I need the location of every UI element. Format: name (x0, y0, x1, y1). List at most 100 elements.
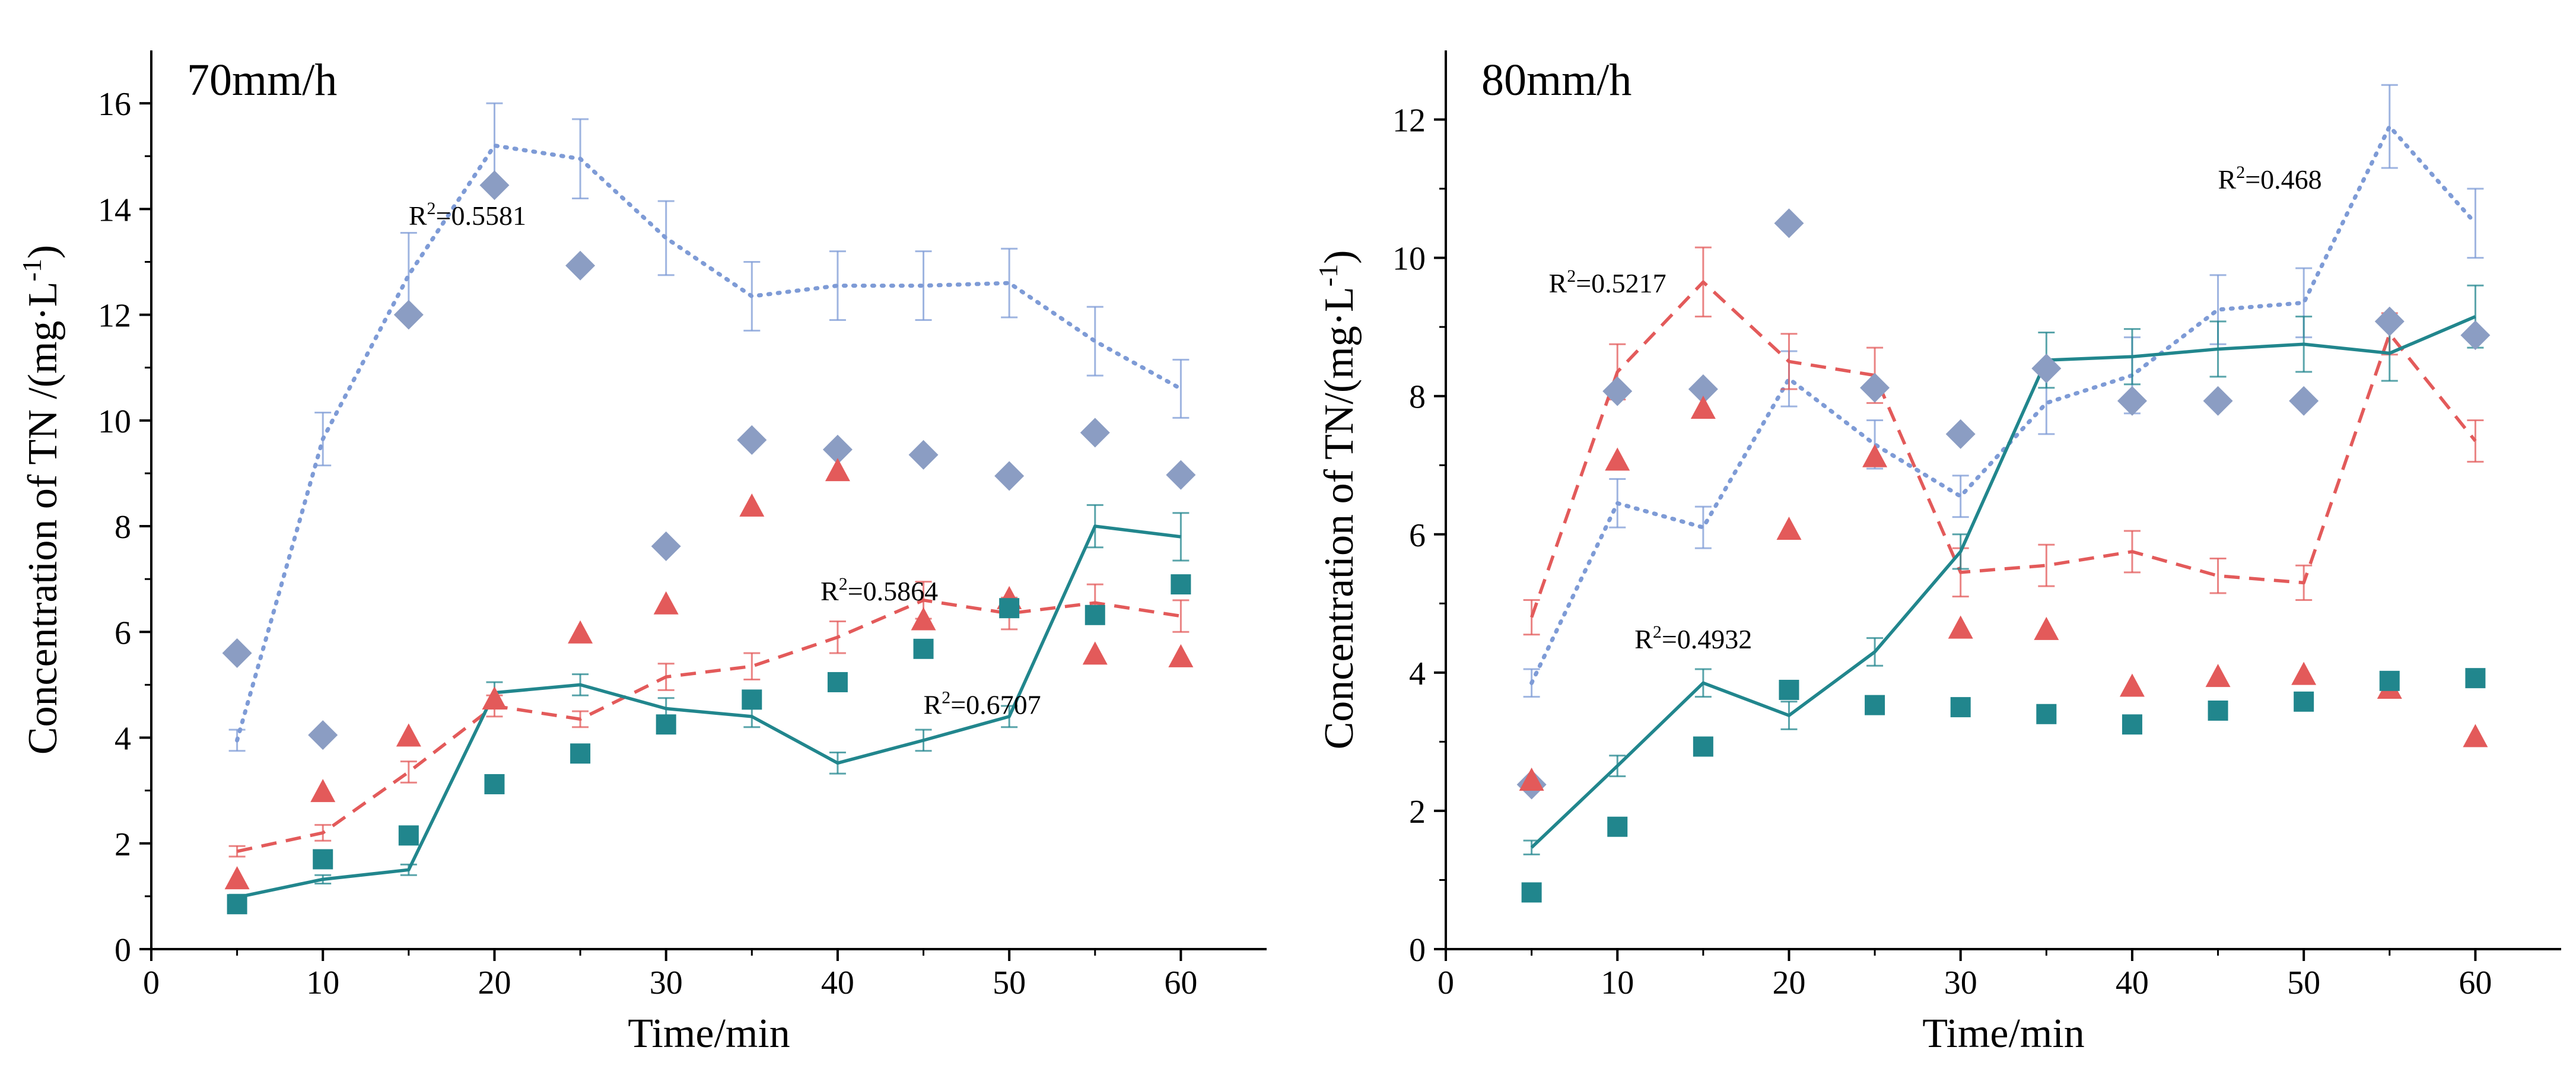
y-tick-label: 12 (98, 298, 131, 335)
y-axis-label-end: ) (20, 245, 66, 259)
r-squared-r: R (820, 576, 839, 606)
r-squared-label: R2=0.5581 (409, 199, 526, 231)
square-point (1607, 816, 1628, 837)
r-squared-sup: 2 (839, 574, 848, 594)
square-point (913, 638, 934, 659)
y-tick-label: 0 (1409, 932, 1426, 969)
r-squared-r: R (2218, 164, 2237, 195)
triangle-point (2205, 664, 2231, 688)
y-axis-label-end: ) (1316, 250, 1362, 264)
y-tick-label: 8 (1409, 379, 1426, 416)
square-point (827, 672, 848, 692)
series-diamond (222, 170, 1196, 750)
fit-dotted (228, 102, 1190, 752)
diamond-point (1688, 374, 1718, 405)
square-point (656, 714, 676, 735)
fit-line (1530, 280, 2477, 618)
fit-line (235, 143, 1183, 743)
y-tick-label: 10 (1392, 241, 1426, 278)
y-tick-label: 0 (115, 932, 131, 969)
diamond-point (308, 720, 338, 750)
triangle-point (2119, 673, 2145, 697)
series-triangle (224, 458, 1194, 890)
x-tick-label: 30 (1944, 965, 1977, 1001)
fit-dashed (228, 581, 1190, 858)
y-tick-label: 2 (1409, 794, 1426, 830)
diamond-point (2203, 386, 2233, 416)
x-axis-label: Time/min (1922, 1011, 2085, 1056)
fit-line (237, 524, 1181, 899)
x-tick-label: 50 (993, 965, 1026, 1001)
x-tick-label: 30 (650, 965, 683, 1001)
r-squared-r: R (924, 689, 942, 720)
triangle-point (1862, 444, 1888, 467)
diamond-point (1166, 460, 1196, 490)
panel-80mm-h: 0 10 20 30 40 50 60 0 2 4 6 8 10 12 80mm/h Time/min Conc… (1313, 50, 2561, 1056)
triangle-point (2463, 724, 2488, 747)
y-axis-label-sup: -1 (1313, 264, 1343, 287)
y-axis-label: Concentration of TN /(mg·L-1) (17, 245, 66, 755)
triangle-point (739, 493, 765, 517)
triangle-point (1168, 644, 1194, 667)
r-squared-value: =0.468 (2245, 164, 2321, 195)
x-tick-label: 10 (1601, 965, 1634, 1001)
fit-line (1529, 124, 2478, 685)
fit-line (1530, 315, 2476, 849)
square-point (1085, 604, 1105, 625)
r-squared-label: R2=0.5864 (820, 574, 938, 606)
series-square (227, 574, 1191, 915)
series-triangle (1519, 396, 2488, 791)
square-point (1865, 695, 1885, 715)
diamond-point (1602, 376, 1633, 406)
diamond-point (393, 300, 424, 330)
x-tick-label: 60 (2459, 965, 2492, 1001)
x-tick-label: 50 (2287, 965, 2320, 1001)
r-squared-sup: 2 (2236, 163, 2245, 182)
square-point (484, 774, 505, 794)
triangle-point (2034, 616, 2059, 640)
y-tick-label: 4 (115, 721, 131, 758)
triangle-point (653, 591, 679, 615)
diamond-point (2031, 354, 2062, 384)
r-squared-value: =0.6707 (950, 689, 1041, 720)
fit-dotted (1523, 84, 2484, 698)
r-squared-sup: 2 (427, 199, 436, 218)
square-point (2208, 700, 2228, 721)
triangle-point (1776, 516, 1802, 540)
y-axis-label-sup: -1 (17, 259, 47, 281)
x-tick-label: 10 (306, 965, 339, 1001)
triangle-point (1605, 447, 1630, 471)
r-squared-value: =0.5864 (848, 576, 938, 606)
x-tick-label: 0 (1438, 965, 1454, 1001)
fit-solid (228, 504, 1190, 901)
r-squared-value: =0.4932 (1662, 624, 1752, 654)
fit-line (237, 599, 1181, 853)
y-axis-label-main: Concentration of TN /(mg·L (20, 281, 66, 755)
square-point (1171, 574, 1191, 595)
y-tick-label: 14 (98, 192, 131, 228)
diamond-point (2117, 386, 2147, 416)
triangle-point (310, 779, 336, 803)
r-squared-label: R2=0.4932 (1634, 622, 1752, 654)
y-tick-label: 6 (115, 615, 131, 651)
diamond-point (908, 440, 939, 470)
x-tick-label: 40 (2116, 965, 2149, 1001)
series-square (1521, 668, 2486, 903)
square-point (2294, 691, 2314, 712)
diamond-point (822, 434, 853, 464)
square-point (570, 743, 591, 764)
x-tick-label: 40 (821, 965, 854, 1001)
r-squared-label: R2=0.6707 (924, 688, 1041, 720)
triangle-point (825, 458, 850, 482)
r-squared-r: R (1549, 268, 1567, 298)
x-tick-label: 0 (143, 965, 160, 1001)
y-axis-label: Concentration of TN/(mg·L-1) (1313, 250, 1362, 750)
square-point (1693, 736, 1713, 757)
square-point (2465, 668, 2486, 689)
triangle-point (1948, 615, 1973, 639)
r-squared-label: R2=0.5217 (1549, 266, 1667, 298)
square-point (1779, 679, 1799, 700)
diamond-point (2460, 320, 2491, 351)
y-tick-label: 4 (1409, 655, 1426, 692)
